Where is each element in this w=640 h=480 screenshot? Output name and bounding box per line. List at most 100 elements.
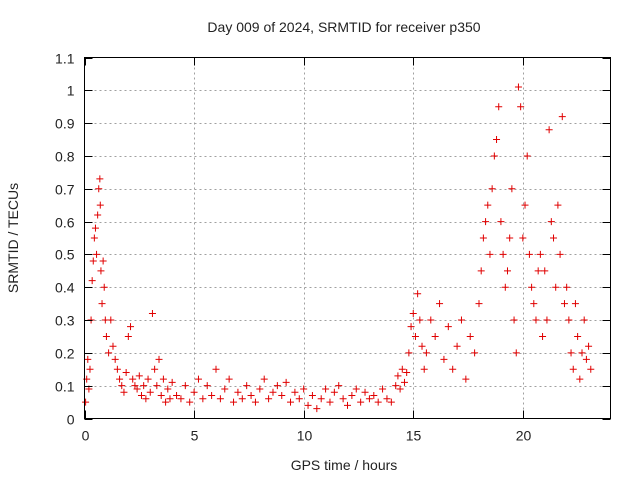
data-point: [291, 388, 299, 396]
data-point: [181, 382, 189, 390]
data-point: [144, 375, 152, 383]
data-point: [322, 385, 330, 393]
data-point: [539, 332, 547, 340]
data-point: [490, 152, 498, 160]
data-point: [216, 395, 224, 403]
data-point: [173, 392, 181, 400]
data-point: [164, 385, 172, 393]
data-point: [471, 349, 479, 357]
data-point: [99, 257, 107, 265]
data-point: [374, 398, 382, 406]
data-point: [508, 185, 516, 193]
data-point: [93, 250, 101, 258]
data-point: [475, 300, 483, 308]
data-point: [247, 392, 255, 400]
data-point: [86, 365, 94, 373]
data-point: [523, 152, 531, 160]
data-point: [431, 332, 439, 340]
data-point: [379, 385, 387, 393]
y-tick-label: 0.5: [55, 247, 75, 263]
data-point: [493, 136, 501, 144]
data-point: [370, 392, 378, 400]
data-point: [251, 398, 259, 406]
grid-layer: [84, 57, 611, 419]
data-point: [453, 342, 461, 350]
data-point: [530, 300, 538, 308]
data-point: [547, 218, 555, 226]
y-tick-label: 0.2: [55, 346, 75, 362]
data-point: [127, 323, 135, 331]
x-tick-label: 10: [297, 428, 313, 444]
data-point: [560, 300, 568, 308]
data-point: [300, 385, 308, 393]
data-point: [304, 401, 312, 409]
y-tick-label: 0.9: [55, 116, 75, 132]
data-point: [256, 385, 264, 393]
data-point: [400, 378, 408, 386]
data-point: [528, 283, 536, 291]
data-point: [512, 349, 520, 357]
data-point: [545, 126, 553, 134]
data-point: [317, 395, 325, 403]
data-point: [567, 349, 575, 357]
y-tick-label: 0.7: [55, 182, 75, 198]
data-point: [89, 257, 97, 265]
data-point: [580, 316, 588, 324]
data-point: [269, 388, 277, 396]
data-point: [392, 382, 400, 390]
data-point: [96, 201, 104, 209]
data-point: [543, 316, 551, 324]
data-point: [230, 398, 238, 406]
data-point: [550, 234, 558, 242]
data-point: [122, 369, 130, 377]
data-point: [124, 332, 132, 340]
data-point: [578, 349, 586, 357]
data-point: [569, 365, 577, 373]
data-point: [436, 300, 444, 308]
data-point: [440, 355, 448, 363]
data-point: [554, 201, 562, 209]
data-point: [422, 349, 430, 357]
data-point: [120, 388, 128, 396]
y-tick-label: 0.4: [55, 280, 75, 296]
data-point: [534, 267, 542, 275]
data-point: [587, 365, 595, 373]
data-point: [418, 342, 426, 350]
data-point: [414, 290, 422, 298]
data-point: [407, 323, 415, 331]
y-axis-label: SRMTID / TECUs: [5, 183, 21, 293]
data-point: [348, 392, 356, 400]
data-point: [462, 375, 470, 383]
data-point: [497, 218, 505, 226]
data-point: [111, 355, 119, 363]
data-point: [313, 405, 321, 413]
data-point: [576, 375, 584, 383]
x-tick-label: 15: [406, 428, 422, 444]
data-point: [203, 382, 211, 390]
x-axis-label: GPS time / hours: [291, 457, 398, 473]
y-tick-label: 1: [67, 83, 75, 99]
data-point: [155, 355, 163, 363]
data-point: [484, 201, 492, 209]
data-point: [449, 365, 457, 373]
data-point: [398, 365, 406, 373]
data-point: [153, 382, 161, 390]
data-point: [97, 267, 105, 275]
data-point: [541, 267, 549, 275]
data-point: [90, 234, 98, 242]
data-point: [405, 349, 413, 357]
data-point: [168, 378, 176, 386]
data-point: [194, 375, 202, 383]
data-point: [409, 309, 417, 317]
data-point: [88, 277, 96, 285]
data-point: [282, 378, 290, 386]
data-point: [488, 185, 496, 193]
data-point: [387, 398, 395, 406]
data-point: [95, 185, 103, 193]
data-point: [137, 392, 145, 400]
data-point: [532, 316, 540, 324]
data-point: [536, 250, 544, 258]
x-tick-label: 0: [82, 428, 90, 444]
data-point: [190, 388, 198, 396]
